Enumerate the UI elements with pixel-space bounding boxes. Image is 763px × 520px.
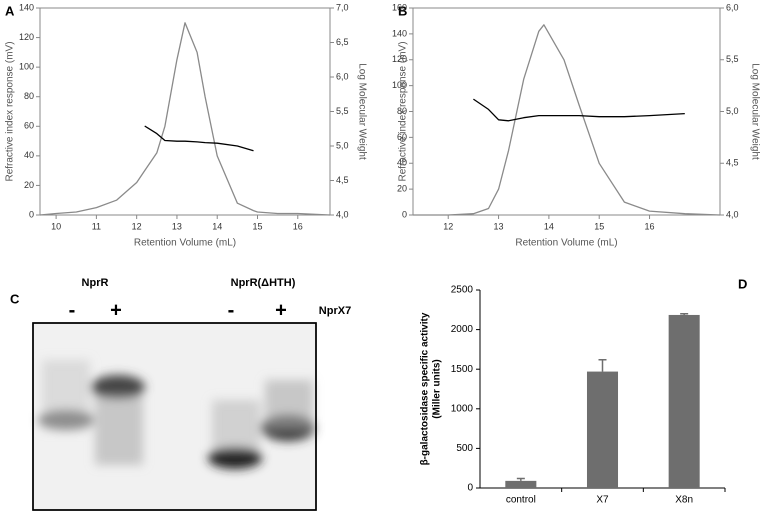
y-tick-label: 2000 [451, 324, 474, 335]
x-tick-label: X7 [596, 495, 609, 506]
y-tick-label: 500 [456, 443, 473, 454]
y-tick-label: 1500 [451, 364, 474, 375]
x-tick-label: 11 [92, 221, 101, 231]
y-tick-label: 140 [392, 28, 407, 38]
y-tick-label: 100 [392, 80, 407, 90]
y-tick-label: 1000 [451, 403, 474, 414]
x-tick-label: 15 [252, 221, 262, 231]
y-tick-label: 0 [29, 209, 34, 219]
data-line [39, 22, 331, 216]
group-label: NprR(ΔHTH) [231, 277, 296, 289]
plot-frame [412, 7, 721, 216]
y2-tick-label: 7,0 [336, 2, 349, 12]
y-tick-label: 0 [402, 209, 407, 219]
data-line [473, 98, 685, 122]
x-tick-label: 14 [212, 221, 222, 231]
panel-label: A [5, 3, 15, 18]
y-tick-label: 40 [24, 150, 34, 160]
y2-tick-label: 4,0 [336, 209, 349, 219]
x-tick-label: 16 [293, 221, 303, 231]
y-tick-label: 100 [19, 62, 34, 72]
panel-label: D [738, 276, 747, 291]
error-bar [516, 477, 525, 481]
error-bar [598, 358, 607, 372]
y-tick-label: 80 [397, 106, 407, 116]
lane-label: + [275, 299, 287, 321]
x-tick-label: control [506, 495, 536, 506]
y-tick-label: 2500 [451, 285, 474, 296]
y-axis-title: Refractive index response (mV) [5, 41, 16, 181]
x-axis-title: Retention Volume (mL) [515, 238, 617, 249]
lane-label: + [110, 299, 122, 321]
y2-tick-label: 6,0 [336, 71, 349, 81]
x-tick-label: 16 [645, 221, 655, 231]
data-line [144, 125, 254, 152]
x-tick-label: 14 [544, 221, 554, 231]
x-axis-title: Retention Volume (mL) [134, 238, 236, 249]
bar [505, 480, 537, 488]
ligand-label: NprX7 [319, 305, 351, 317]
y2-tick-label: 4,0 [726, 209, 739, 219]
x-tick-label: 13 [494, 221, 504, 231]
group-label: NprR [82, 277, 109, 289]
y-tick-label: 120 [392, 54, 407, 64]
y2-tick-label: 6,0 [726, 2, 739, 12]
y-tick-label: 0 [467, 483, 473, 494]
x-tick-label: 12 [443, 221, 453, 231]
y-axis-title: (Miller units) [432, 359, 443, 418]
data-line [413, 24, 721, 216]
panel-label: B [398, 3, 407, 18]
y-tick-label: 140 [19, 2, 34, 12]
error-bar [680, 313, 689, 315]
x-tick-label: X8n [675, 495, 693, 506]
y2-tick-label: 5,0 [726, 106, 739, 116]
bar [586, 371, 619, 488]
y2-tick-label: 5,0 [336, 140, 349, 150]
x-tick-label: 12 [132, 221, 142, 231]
panel-label: C [10, 291, 20, 306]
y-tick-label: 80 [24, 91, 34, 101]
y-tick-label: 120 [19, 32, 34, 42]
x-tick-label: 13 [172, 221, 182, 231]
y2-axis-title: Log Molecular Weight [749, 63, 760, 160]
y-tick-label: 160 [392, 2, 407, 12]
x-tick-label: 10 [51, 221, 61, 231]
y2-tick-label: 5,5 [726, 54, 739, 64]
y-tick-label: 60 [24, 121, 34, 131]
gel-image [32, 322, 317, 511]
plot-frame [39, 7, 331, 216]
y-tick-label: 20 [24, 180, 34, 190]
y2-tick-label: 6,5 [336, 37, 349, 47]
x-tick-label: 15 [594, 221, 604, 231]
y-tick-label: 40 [397, 158, 407, 168]
y-axis-title: Refractive index response (mV) [398, 41, 409, 181]
y-axis-title: β-galactosidase specific activity [420, 312, 431, 465]
y2-tick-label: 4,5 [336, 175, 349, 185]
y2-axis-title: Log Molecular Weight [356, 63, 367, 160]
bar [668, 314, 700, 488]
y2-tick-label: 5,5 [336, 106, 349, 116]
y-tick-label: 20 [397, 184, 407, 194]
lane-label: - [228, 299, 235, 321]
lane-label: - [69, 299, 76, 321]
y-tick-label: 60 [397, 132, 407, 142]
y2-tick-label: 4,5 [726, 158, 739, 168]
